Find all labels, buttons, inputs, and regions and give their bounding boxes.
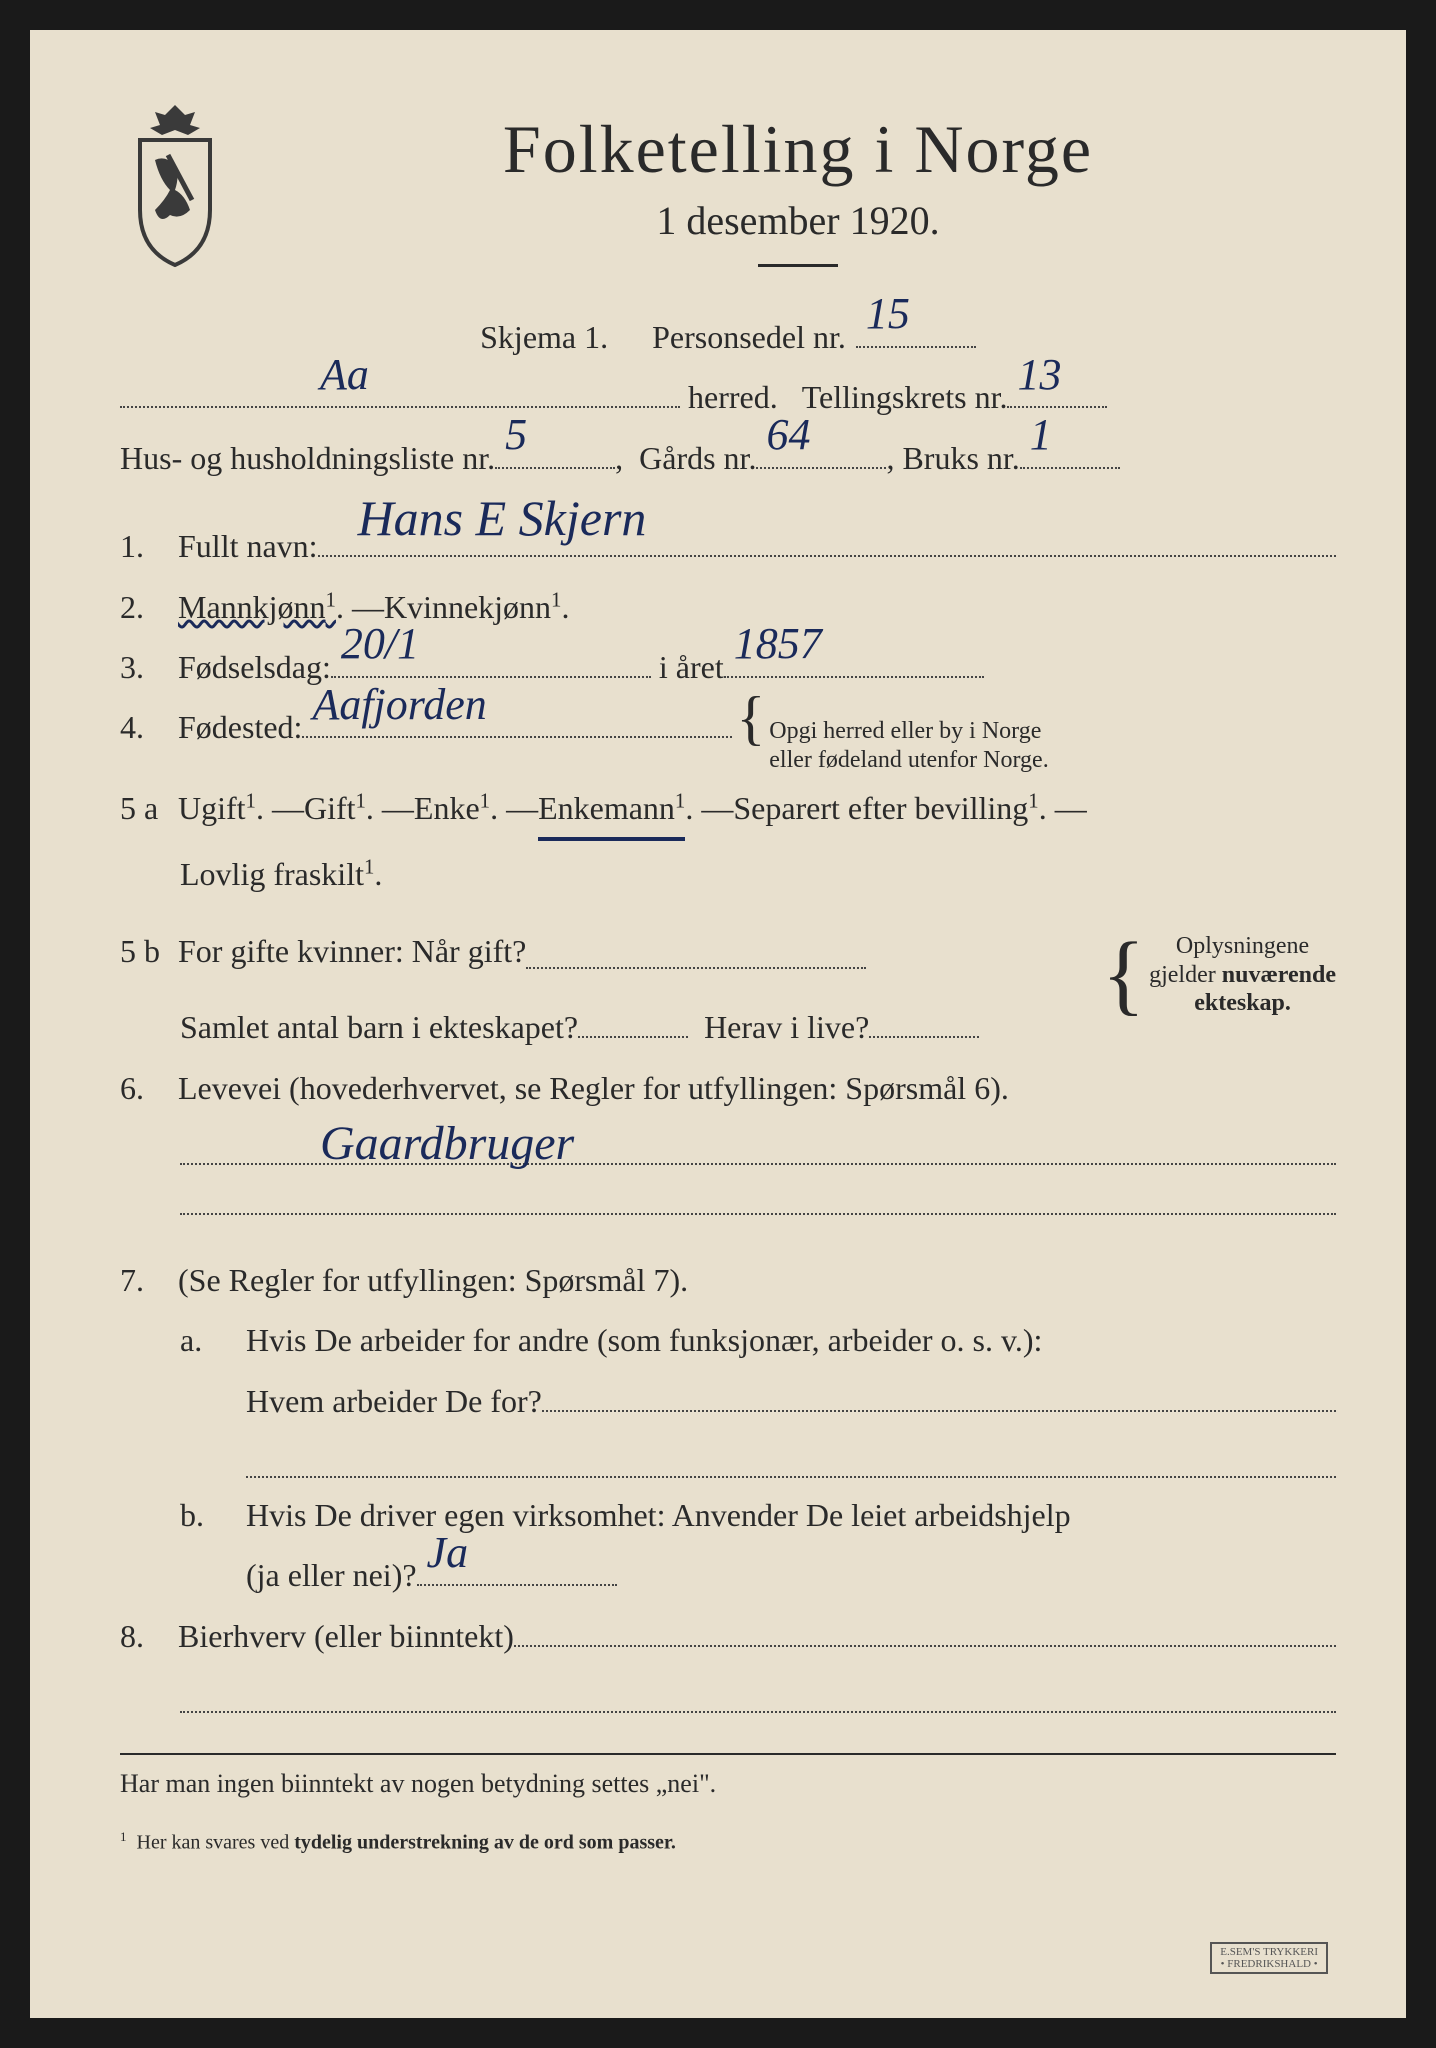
- q3-label: Fødselsdag:: [178, 640, 331, 694]
- q7b-line2: (ja eller nei)? Ja: [120, 1548, 1336, 1602]
- q6-field-2: [180, 1175, 1336, 1215]
- q7a-line2: Hvem arbeider De for?: [120, 1374, 1336, 1428]
- bruks-label: Bruks nr.: [902, 431, 1019, 485]
- herred-value: Aa: [320, 338, 369, 413]
- q5b-line1: 5 b For gifte kvinner: Når gift? { Oplys…: [120, 908, 1336, 994]
- personseddel-label: Personsedel nr.: [652, 310, 846, 364]
- q6-field: Gaardbruger: [180, 1125, 1336, 1165]
- form-header: Folketelling i Norge 1 desember 1920.: [120, 100, 1336, 270]
- q6-line: 6. Levevei (hovederhvervet, se Regler fo…: [120, 1061, 1336, 1115]
- q1-label: Fullt navn:: [178, 519, 318, 573]
- q4-value: Aafjorden: [312, 668, 486, 743]
- coat-of-arms-icon: [120, 100, 230, 270]
- q5b-label1: For gifte kvinner: Når gift?: [178, 924, 526, 978]
- bruks-field: 1: [1020, 434, 1120, 469]
- q5a-opt-enkemann: Enkemann1: [538, 781, 685, 841]
- q1-line: 1. Fullt navn: Hans E Skjern: [120, 519, 1336, 573]
- tellingskrets-label: Tellingskrets nr.: [802, 370, 1008, 424]
- q5b-num: 5 b: [120, 924, 178, 978]
- q7a-field2: [246, 1438, 1336, 1478]
- q3-year-label: i året: [659, 640, 724, 694]
- bruks-value: 1: [1030, 398, 1052, 473]
- q5a-num: 5 a: [120, 781, 178, 835]
- q1-num: 1.: [120, 519, 178, 573]
- q7-line: 7. (Se Regler for utfyllingen: Spørsmål …: [120, 1253, 1336, 1307]
- title-block: Folketelling i Norge 1 desember 1920.: [260, 100, 1336, 267]
- q8-line: 8. Bierhverv (eller biinntekt): [120, 1609, 1336, 1663]
- q7a-line1: a. Hvis De arbeider for andre (som funks…: [120, 1313, 1336, 1367]
- q7-label: (Se Regler for utfyllingen: Spørsmål 7).: [178, 1253, 688, 1307]
- printer-stamp: E.SEM'S TRYKKERI • FREDRIKSHALD •: [1210, 1942, 1328, 1974]
- q6-value: Gaardbruger: [320, 1116, 574, 1171]
- q3-num: 3.: [120, 640, 178, 694]
- q7b-label2: (ja eller nei)?: [246, 1548, 417, 1602]
- footnote: 1 Her kan svares ved tydelig understrekn…: [120, 1829, 1336, 1855]
- q6-num: 6.: [120, 1061, 178, 1115]
- gaards-value: 64: [766, 398, 810, 473]
- gaards-label: Gårds nr.: [639, 431, 756, 485]
- q8-num: 8.: [120, 1609, 178, 1663]
- q4-num: 4.: [120, 700, 178, 754]
- gaards-field: 64: [756, 434, 886, 469]
- tellingskrets-field: 13: [1007, 373, 1107, 408]
- q4-label: Fødested:: [178, 700, 302, 754]
- q5a-opt-separert: Separert efter bevilling1: [733, 781, 1038, 835]
- husholdning-value: 5: [505, 398, 527, 473]
- q5a-opt-ugift: Ugift1: [178, 781, 256, 835]
- list-numbers-line: Hus- og husholdningsliste nr. 5 , Gårds …: [120, 431, 1336, 485]
- q7b-line1: b. Hvis De driver egen virksomhet: Anven…: [120, 1488, 1336, 1542]
- q7a-label1: Hvis De arbeider for andre (som funksjon…: [246, 1313, 1042, 1367]
- q3-year-field: 1857: [724, 643, 984, 678]
- q1-value: Hans E Skjern: [358, 476, 647, 561]
- q5a-line2: Lovlig fraskilt1.: [120, 847, 1336, 901]
- q5b-label3: Herav i live?: [704, 1000, 869, 1054]
- q7b-field: Ja: [417, 1551, 617, 1586]
- q8-label: Bierhverv (eller biinntekt): [178, 1609, 514, 1663]
- herred-line: Aa herred. Tellingskrets nr. 13: [120, 370, 1336, 424]
- brace-icon: {: [736, 706, 765, 730]
- q4-line: 4. Fødested: Aafjorden { Opgi herred ell…: [120, 700, 1336, 775]
- q3-line: 3. Fødselsdag: 20/1 i året 1857: [120, 640, 1336, 694]
- q3-year-value: 1857: [734, 607, 822, 682]
- q2-line: 2. Mannkjønn1 . — Kvinnekjønn1 .: [120, 580, 1336, 634]
- footer-instruction: Har man ingen biinntekt av nogen betydni…: [120, 1753, 1336, 1799]
- title-rule: [758, 264, 838, 267]
- q4-note: Opgi herred eller by i Norge eller fødel…: [769, 717, 1048, 775]
- husholdning-field: 5: [495, 434, 615, 469]
- q7b-label1: Hvis De driver egen virksomhet: Anvender…: [246, 1488, 1071, 1542]
- q5a-opt-enke: Enke1: [414, 781, 490, 835]
- q5a-opt-fraskilt: Lovlig fraskilt1: [180, 847, 374, 901]
- q7-num: 7.: [120, 1253, 178, 1307]
- q5a-opt-gift: Gift1: [304, 781, 366, 835]
- q1-field: Hans E Skjern: [318, 522, 1336, 557]
- form-subtitle: 1 desember 1920.: [260, 197, 1336, 244]
- skjema-label: Skjema 1.: [480, 310, 608, 364]
- brace-icon: {: [1102, 957, 1145, 993]
- herred-label: herred.: [688, 370, 778, 424]
- q5a-line1: 5 a Ugift1 . — Gift1 . — Enke1 . — Enkem…: [120, 781, 1336, 841]
- q8-field2: [180, 1673, 1336, 1713]
- q7b-value: Ja: [427, 1516, 469, 1591]
- q7a-num: a.: [180, 1313, 246, 1367]
- q5b-label2: Samlet antal barn i ekteskapet?: [180, 1000, 578, 1054]
- q2-male: Mannkjønn1: [178, 580, 336, 634]
- q5b-note: Oplysningene gjelder nuværende ekteskap.: [1149, 932, 1336, 1018]
- form-title: Folketelling i Norge: [260, 110, 1336, 189]
- skjema-line: Skjema 1. Personsedel nr. 15: [120, 310, 1336, 364]
- personseddel-field: 15: [856, 313, 976, 348]
- q7a-label2: Hvem arbeider De for?: [246, 1374, 542, 1428]
- q2-num: 2.: [120, 580, 178, 634]
- q4-field: Aafjorden: [302, 703, 732, 738]
- q7b-num: b.: [180, 1488, 246, 1542]
- herred-field: Aa: [120, 373, 680, 408]
- q6-label: Levevei (hovederhvervet, se Regler for u…: [178, 1061, 1009, 1115]
- personseddel-value: 15: [866, 277, 910, 352]
- census-form-page: Folketelling i Norge 1 desember 1920. Sk…: [30, 30, 1406, 2018]
